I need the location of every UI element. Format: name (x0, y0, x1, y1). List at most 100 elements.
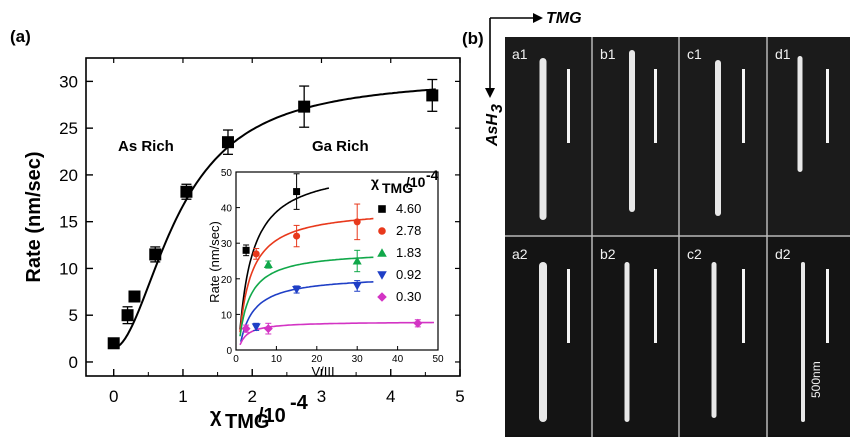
inset-x-tick-label: 0 (233, 354, 239, 365)
tile-label: d2 (775, 246, 791, 262)
inset-y-tick-label: 20 (221, 275, 233, 286)
legend-entry-label: 2.78 (396, 223, 421, 238)
tile-label: b2 (600, 246, 616, 262)
ash3-arrow-label: AsH 3 (484, 104, 506, 147)
main-y-tick-label: 15 (59, 213, 78, 232)
micrograph-tile: b1 (593, 37, 678, 235)
main-data-point (149, 248, 161, 260)
inset-y-axis-label: Rate (nm/sec) (207, 221, 222, 303)
inset-data-point (354, 218, 361, 225)
scale-bar (742, 269, 745, 343)
scale-bar (567, 269, 570, 343)
main-x-tick-label: 5 (455, 387, 464, 406)
main-data-point (298, 101, 310, 113)
main-x-tick-label: 3 (317, 387, 326, 406)
tile-label: d1 (775, 46, 791, 62)
inset-data-point (243, 247, 250, 254)
micrograph-tile: d1 (768, 37, 850, 235)
main-x-tick-label: 4 (386, 387, 395, 406)
panel-b-label: (b) (462, 29, 484, 48)
micrograph-tile: a1 (505, 37, 591, 235)
inset-x-axis-label: V/III (311, 364, 334, 379)
main-data-point (426, 89, 438, 101)
main-y-tick-label: 5 (69, 306, 78, 325)
inset-x-tick-label: 10 (271, 354, 283, 365)
main-y-tick-label: 25 (59, 119, 78, 138)
tile-background (505, 237, 591, 435)
legend-entry-label: 1.83 (396, 245, 421, 260)
scale-bar (826, 69, 829, 143)
annotation-as-rich: As Rich (118, 138, 174, 155)
micrograph-tile: a2 (505, 237, 591, 435)
ash-sub-label: 3 (489, 104, 506, 113)
tile-label: c2 (687, 246, 702, 262)
x-label-exp: -4 (290, 392, 309, 414)
tile-background (593, 37, 678, 235)
main-data-point (180, 186, 192, 198)
nanowire (712, 262, 717, 418)
tmg-arrow-label: TMG (546, 10, 582, 27)
main-data-point (108, 337, 120, 349)
legend-entry-label: 0.92 (396, 267, 421, 282)
inset-x-tick-label: 40 (392, 354, 404, 365)
nanowire (629, 50, 635, 212)
nanowire (539, 262, 547, 422)
micrograph-tile: c1 (680, 37, 766, 235)
main-data-point (128, 291, 140, 303)
sem-micrograph-grid: a1 b1 c1 d1 a2 b2 c2 d2 500nm (505, 37, 850, 437)
tile-background (768, 37, 850, 235)
tile-background (768, 237, 850, 435)
legend-marker (378, 227, 386, 235)
main-y-tick-label: 10 (59, 259, 78, 278)
scale-bar (654, 269, 657, 343)
tile-label: c1 (687, 46, 702, 62)
legend-entry-label: 0.30 (396, 289, 421, 304)
ash-label: AsH (484, 114, 501, 147)
main-x-axis-label: χ TMG /10 -4 (210, 392, 309, 433)
inset-x-tick-label: 50 (432, 354, 444, 365)
inset-y-tick-label: 0 (226, 346, 232, 357)
legend-marker (378, 205, 386, 213)
annotation-ga-rich: Ga Rich (312, 138, 369, 155)
inset-y-tick-label: 10 (221, 310, 233, 321)
inset-y-tick-label: 30 (221, 239, 233, 250)
inset-y-tick-label: 40 (221, 204, 233, 215)
ash3-arrow-head-icon (485, 88, 495, 98)
inset-data-point (253, 250, 260, 257)
legend-title-exp: -4 (426, 167, 439, 183)
tile-background (593, 237, 678, 435)
inset-data-point (293, 188, 300, 195)
nanowire (801, 262, 805, 422)
x-label-chi: χ (210, 405, 222, 427)
main-y-axis-label: Rate (nm/sec) (23, 151, 45, 282)
legend-title-rest: /10 (406, 174, 426, 190)
main-y-tick-label: 30 (59, 72, 78, 91)
micrograph-tile: b2 (593, 237, 678, 435)
tile-label: b1 (600, 46, 616, 62)
panel-a-label: (a) (10, 27, 31, 46)
main-x-tick-label: 0 (109, 387, 118, 406)
inset-chart: 0 10 20 30 40 50 0 10 20 30 40 50 Rate (nm/sec) V/I… (207, 167, 444, 379)
nanowire (625, 262, 630, 422)
nanowire (540, 58, 547, 220)
tile-background (505, 37, 591, 235)
scale-bar (567, 69, 570, 143)
tile-label: a1 (512, 46, 528, 62)
tile-background (680, 237, 766, 435)
nanowire (798, 56, 803, 172)
main-x-tick-label: 2 (247, 387, 256, 406)
scale-bar (742, 69, 745, 143)
tile-background (680, 37, 766, 235)
scale-bar-label: 500nm (809, 361, 823, 398)
scale-bar (826, 269, 829, 343)
main-data-point (122, 309, 134, 321)
micrograph-tiles: a1 b1 c1 d1 a2 b2 c2 d2 (505, 37, 850, 437)
micrograph-tile: c2 (680, 237, 766, 435)
micrograph-tile: d2 (768, 237, 850, 435)
legend-entry-label: 4.60 (396, 201, 421, 216)
main-data-point (222, 136, 234, 148)
x-label-rest: /10 (258, 405, 286, 427)
nanowire (715, 60, 721, 216)
inset-x-tick-label: 30 (352, 354, 364, 365)
